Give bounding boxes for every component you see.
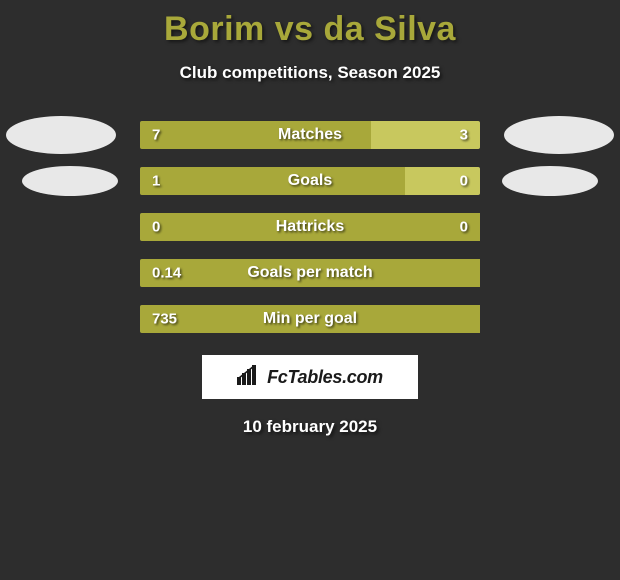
stat-bar-track: 735Min per goal [140, 305, 480, 333]
stats-chart: 73Matches 10Goals 00Hattricks 0.14Goals per… [0, 121, 620, 333]
stat-bar-right [371, 121, 480, 149]
stat-row: 73Matches [0, 121, 620, 149]
comparison-subtitle: Club competitions, Season 2025 [0, 63, 620, 83]
stat-bar-right [405, 167, 480, 195]
comparison-title: Borim vs da Silva [0, 0, 620, 49]
stat-row: 10Goals [0, 167, 620, 195]
player-avatar-right [502, 166, 598, 196]
brand-text: FcTables.com [267, 367, 383, 388]
stat-row: 00Hattricks [0, 213, 620, 241]
player-avatar-right [504, 116, 614, 154]
player-avatar-left [6, 116, 116, 154]
stat-bar-track: 10Goals [140, 167, 480, 195]
brand-badge: FcTables.com [202, 355, 418, 399]
stat-bar-track: 0.14Goals per match [140, 259, 480, 287]
stat-bar-left [140, 121, 371, 149]
stat-bar-track: 73Matches [140, 121, 480, 149]
stat-row: 0.14Goals per match [0, 259, 620, 287]
stat-bar-left [140, 305, 480, 333]
stat-bar-left [140, 259, 480, 287]
stat-bar-left [140, 213, 480, 241]
stat-bar-track: 00Hattricks [140, 213, 480, 241]
player-avatar-left [22, 166, 118, 196]
snapshot-date: 10 february 2025 [0, 417, 620, 437]
stat-row: 735Min per goal [0, 305, 620, 333]
bar-chart-icon [237, 365, 261, 390]
stat-bar-left [140, 167, 405, 195]
